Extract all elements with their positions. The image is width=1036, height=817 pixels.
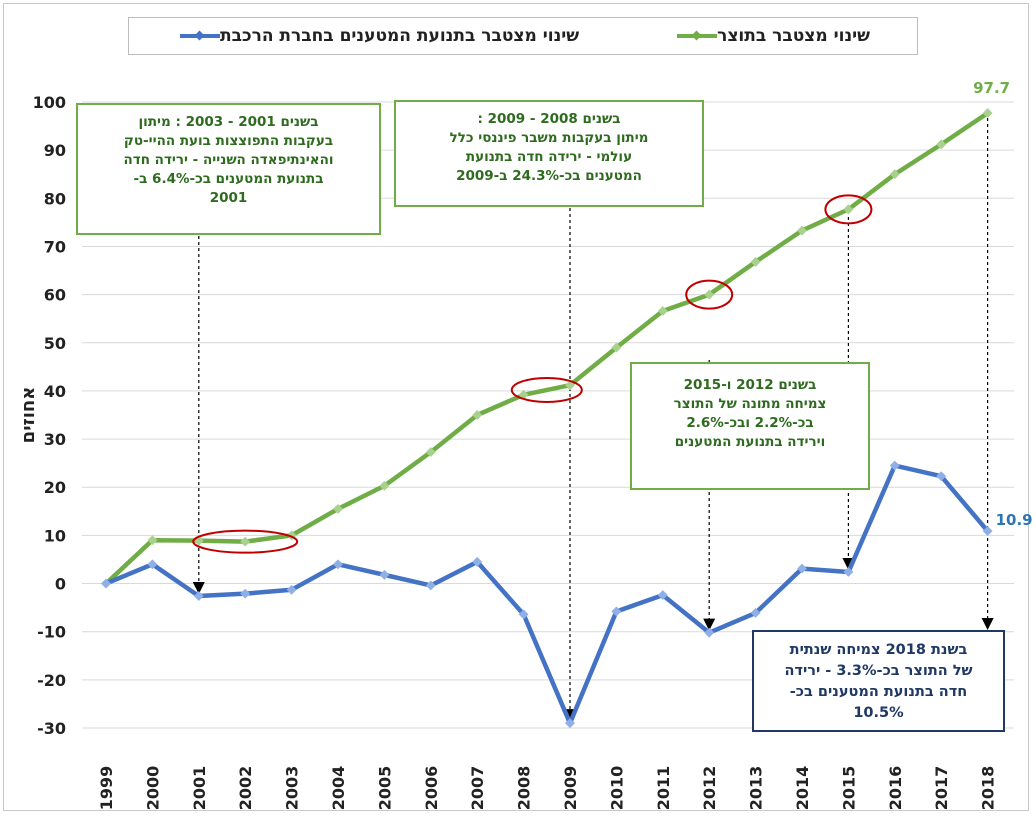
series-line-gdp <box>104 111 989 586</box>
data-point <box>611 606 622 617</box>
y-tick-label: 60 <box>44 286 66 305</box>
y-tick-label: -30 <box>37 719 66 738</box>
data-point <box>425 580 436 591</box>
y-tick-label: -20 <box>37 671 66 690</box>
data-point <box>750 607 761 618</box>
data-point <box>333 559 343 570</box>
x-tick-label: 2011 <box>654 766 673 811</box>
chart-legend: שינוי מצטבר בתוצר שינוי מצטבר בתנועת המט… <box>128 17 918 55</box>
highlight-circle <box>510 376 583 403</box>
x-tick-label: 2000 <box>143 766 162 811</box>
legend-label-gdp: שינוי מצטבר בתוצר <box>717 26 871 46</box>
data-point <box>704 289 715 300</box>
series-line-freight <box>105 463 990 726</box>
data-point <box>982 526 993 537</box>
data-point <box>565 718 575 729</box>
data-point <box>936 471 947 482</box>
highlight-circle <box>192 529 299 554</box>
data-point <box>240 588 251 599</box>
y-tick-labels: -30 -20 -10 0 10 20 30 40 50 60 70 80 90 100 <box>33 93 66 738</box>
data-point <box>611 342 622 353</box>
data-point <box>193 591 204 602</box>
highlight-circle <box>685 279 734 310</box>
x-tick-label: 2007 <box>468 766 487 811</box>
data-point <box>657 590 668 601</box>
x-tick-label: 2001 <box>190 766 209 811</box>
x-tick-label: 2008 <box>515 766 534 811</box>
x-tick-labels: 1999 2000 2001 2002 2003 2004 2005 2006 2007 2008… <box>97 766 998 811</box>
data-point <box>797 563 807 574</box>
y-tick-label: 90 <box>44 141 66 160</box>
annotation-2018: בשנת 2018 צמיחה שנתית של התוצר בכ-3.3% -… <box>752 630 1005 732</box>
data-point <box>472 556 483 567</box>
legend-item-freight: שינוי מצטבר בתנועת המטענים בחברת הרכבת <box>176 26 579 46</box>
y-tick-label: 100 <box>33 93 66 112</box>
x-tick-label: 2012 <box>700 766 719 811</box>
y-tick-label: 0 <box>55 575 66 594</box>
data-point <box>843 567 854 577</box>
x-tick-label: 2002 <box>236 766 255 811</box>
data-point <box>750 256 761 267</box>
data-point <box>936 139 947 150</box>
highlight-circles <box>192 194 873 554</box>
x-tick-label: 1999 <box>97 766 116 811</box>
data-point <box>518 609 529 620</box>
data-point <box>379 569 390 580</box>
data-point <box>843 204 854 215</box>
y-tick-label: 40 <box>44 382 66 401</box>
y-tick-label: 50 <box>44 334 66 353</box>
series-lines <box>101 108 993 729</box>
annotation-2008-2009: בשנים 2008 - 2009 : מיתון בעקבות משבר פי… <box>394 100 704 207</box>
x-tick-label: 2015 <box>839 766 858 811</box>
data-point <box>286 584 297 595</box>
data-point <box>797 225 807 236</box>
x-tick-label: 2017 <box>932 766 951 811</box>
y-tick-label: 30 <box>44 430 66 449</box>
highlight-circle <box>824 194 873 225</box>
chart-frame <box>3 3 1029 811</box>
legend-label-freight: שינוי מצטבר בתנועת המטענים בחברת הרכבת <box>219 26 580 46</box>
data-point <box>889 460 900 471</box>
data-point <box>147 559 158 570</box>
y-tick-label: -10 <box>37 623 66 642</box>
x-tick-label: 2010 <box>607 766 626 811</box>
y-tick-label: 10 <box>44 526 66 545</box>
data-point <box>379 480 390 491</box>
y-axis-label: אחוזים <box>18 387 39 444</box>
data-point <box>982 108 993 119</box>
end-label-gdp: 97.7 <box>973 79 1010 97</box>
end-labels: 97.7 10.9 <box>973 79 1033 529</box>
data-point <box>333 503 343 514</box>
x-tick-label: 2013 <box>747 766 766 811</box>
legend-item-gdp: שינוי מצטבר בתוצר <box>673 26 870 46</box>
y-tick-label: 80 <box>44 189 66 208</box>
y-tick-label: 70 <box>44 237 66 256</box>
x-tick-label: 2014 <box>793 766 812 811</box>
data-point <box>657 306 668 316</box>
data-point <box>704 627 715 638</box>
y-tick-label: 20 <box>44 478 66 497</box>
x-tick-label: 2006 <box>422 766 441 811</box>
data-point <box>101 578 111 589</box>
x-tick-label: 2018 <box>979 766 998 811</box>
data-point <box>425 447 436 458</box>
end-label-freight: 10.9 <box>996 511 1033 529</box>
annotation-2012-2015: בשנים 2012 ו-2015 צמיחה מתונה של התוצר ב… <box>630 362 870 490</box>
data-point <box>240 536 251 547</box>
x-tick-label: 2009 <box>561 766 580 811</box>
x-tick-label: 2005 <box>375 766 394 811</box>
data-point <box>472 410 483 420</box>
data-point <box>889 169 900 180</box>
x-tick-label: 2003 <box>283 766 302 811</box>
data-point <box>147 535 158 546</box>
annotation-2001-2003: בשנים 2001 - 2003 : מיתון בעקבות התפוצצו… <box>76 103 381 235</box>
x-tick-label: 2004 <box>329 766 348 811</box>
legend-swatch-freight <box>179 34 220 38</box>
x-tick-label: 2016 <box>886 766 905 811</box>
legend-swatch-gdp <box>677 34 718 38</box>
